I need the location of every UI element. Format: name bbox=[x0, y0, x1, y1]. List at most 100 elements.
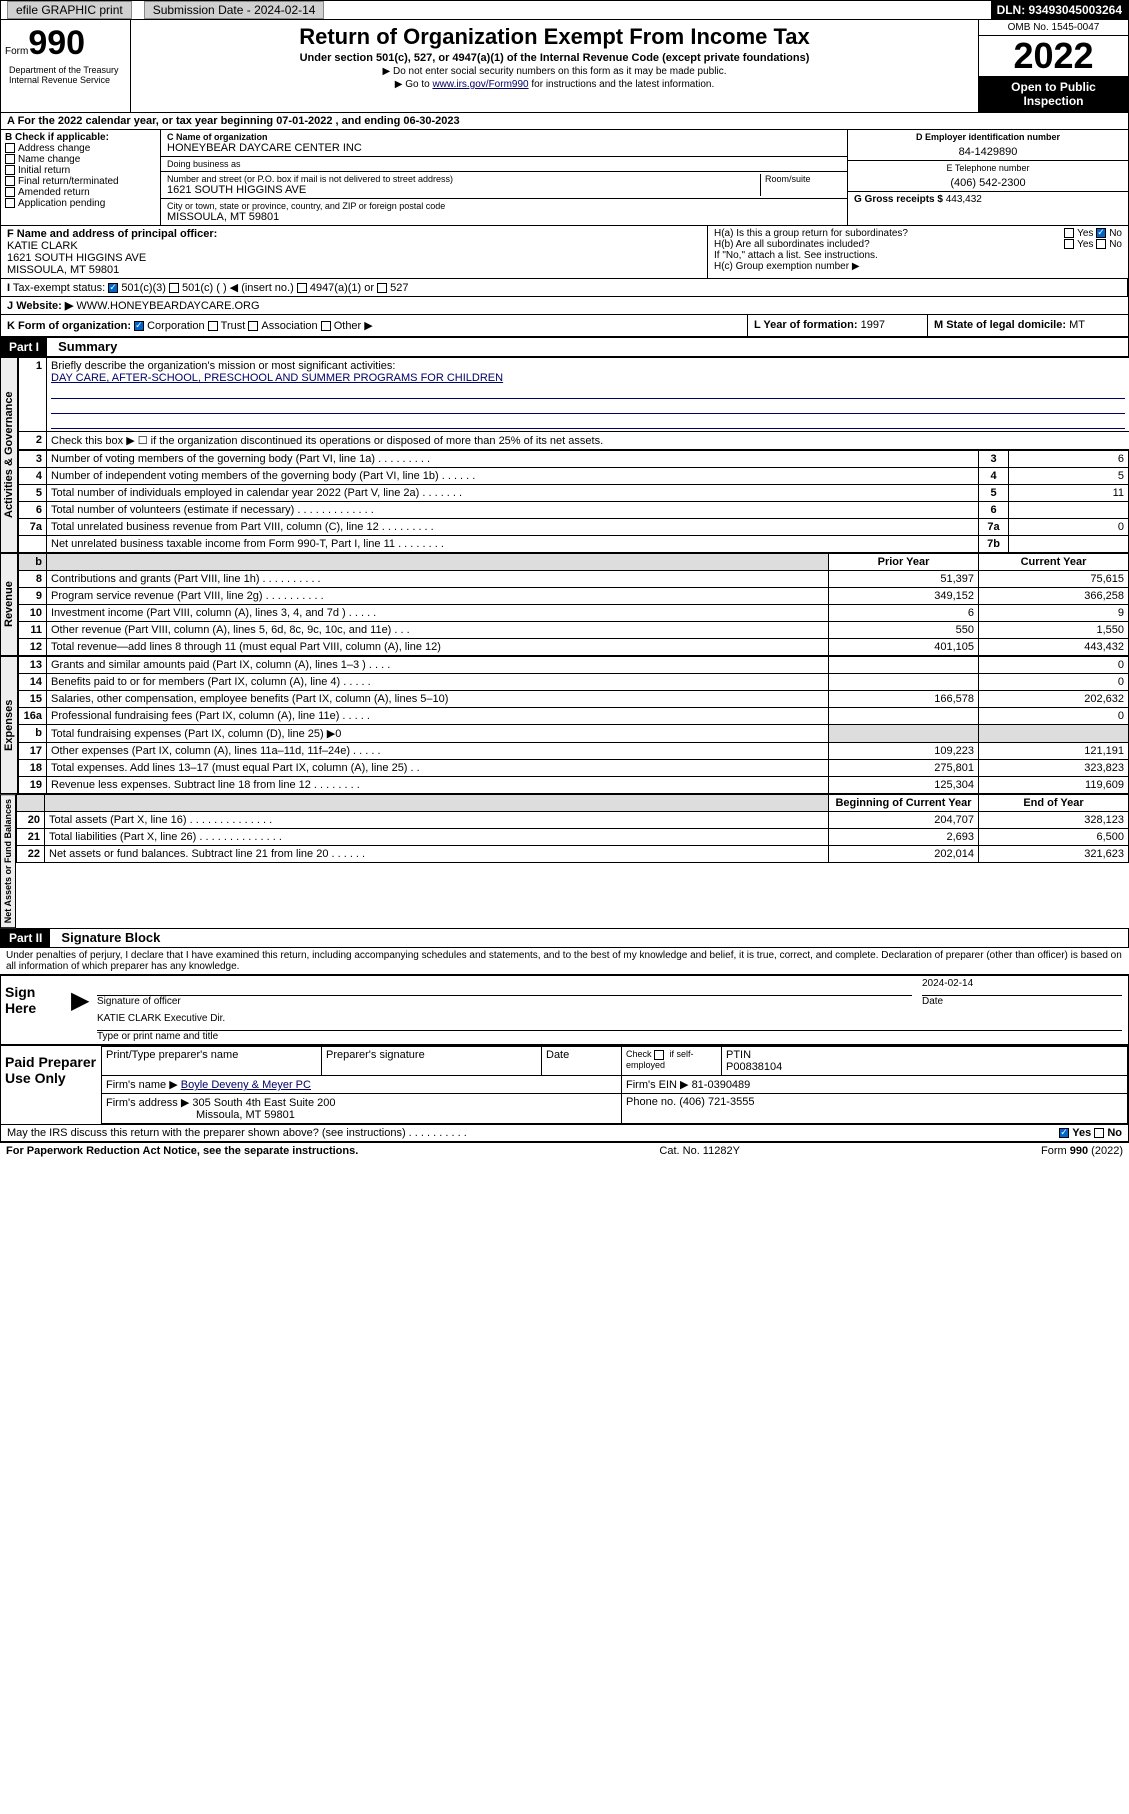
ha-yes[interactable] bbox=[1064, 228, 1074, 238]
check-trust[interactable] bbox=[208, 321, 218, 331]
note-goto-post: for instructions and the latest informat… bbox=[529, 79, 715, 90]
officer-addr1: 1621 SOUTH HIGGINS AVE bbox=[7, 252, 701, 264]
part-ii-title: Signature Block bbox=[53, 928, 168, 947]
part-ii-header: Part II bbox=[1, 929, 50, 947]
discuss-yes[interactable] bbox=[1059, 1128, 1069, 1138]
footer-center: Cat. No. 11282Y bbox=[659, 1145, 740, 1157]
city-label: City or town, state or province, country… bbox=[167, 201, 841, 211]
form-subtitle: Under section 501(c), 527, or 4947(a)(1)… bbox=[139, 52, 970, 64]
check-self-employed[interactable] bbox=[654, 1050, 664, 1060]
col-b-header: B Check if applicable: bbox=[5, 132, 156, 143]
addr-label: Number and street (or P.O. box if mail i… bbox=[167, 174, 756, 184]
section-bcd: B Check if applicable: Address change Na… bbox=[0, 130, 1129, 225]
prep-sig-header: Preparer's signature bbox=[322, 1047, 542, 1076]
footer-right: Form 990 (2022) bbox=[1041, 1145, 1123, 1157]
firm-addr-label: Firm's address ▶ bbox=[106, 1097, 189, 1109]
side-revenue: Revenue bbox=[0, 553, 18, 656]
officer-addr2: MISSOULA, MT 59801 bbox=[7, 264, 701, 276]
prior-year-header: Prior Year bbox=[829, 554, 979, 571]
q1-value: DAY CARE, AFTER-SCHOOL, PRESCHOOL AND SU… bbox=[51, 372, 503, 384]
year-formation-label: L Year of formation: bbox=[754, 319, 858, 331]
side-expenses: Expenses bbox=[0, 656, 18, 794]
expenses-table: 13Grants and similar amounts paid (Part … bbox=[18, 656, 1129, 794]
q1-label: Briefly describe the organization's miss… bbox=[51, 360, 395, 372]
current-year-header: Current Year bbox=[979, 554, 1129, 571]
check-assoc[interactable] bbox=[248, 321, 258, 331]
hb-no[interactable] bbox=[1096, 239, 1106, 249]
ein-value: 84-1429890 bbox=[854, 146, 1122, 158]
ein-label: D Employer identification number bbox=[854, 132, 1122, 142]
form-number: 990 bbox=[28, 24, 85, 62]
tel-label: E Telephone number bbox=[854, 163, 1122, 173]
officer-name: KATIE CLARK bbox=[7, 240, 701, 252]
ha-label: H(a) Is this a group return for subordin… bbox=[714, 228, 1064, 239]
footer-left: For Paperwork Reduction Act Notice, see … bbox=[6, 1145, 358, 1157]
submission-date: Submission Date - 2024-02-14 bbox=[144, 1, 325, 19]
prep-date-header: Date bbox=[542, 1047, 622, 1076]
preparer-block: Paid Preparer Use Only Print/Type prepar… bbox=[0, 1046, 1129, 1125]
ptin-value: P00838104 bbox=[726, 1061, 1123, 1073]
governance-table: 3Number of voting members of the governi… bbox=[18, 450, 1129, 553]
domicile-label: M State of legal domicile: bbox=[934, 319, 1066, 331]
website-value: WWW.HONEYBEARDAYCARE.ORG bbox=[76, 300, 259, 312]
hb-note: If "No," attach a list. See instructions… bbox=[714, 250, 1122, 261]
firm-name[interactable]: Boyle Deveny & Meyer PC bbox=[181, 1079, 311, 1091]
dba-label: Doing business as bbox=[167, 159, 841, 169]
check-name-change[interactable] bbox=[5, 154, 15, 164]
firm-ein: 81-0390489 bbox=[692, 1079, 751, 1091]
hb-label: H(b) Are all subordinates included? bbox=[714, 239, 1064, 250]
prep-name-header: Print/Type preparer's name bbox=[102, 1047, 322, 1076]
discuss-no[interactable] bbox=[1094, 1128, 1104, 1138]
check-amended[interactable] bbox=[5, 187, 15, 197]
discuss-question: May the IRS discuss this return with the… bbox=[7, 1127, 1059, 1139]
gross-label: G Gross receipts $ bbox=[854, 194, 943, 205]
check-final-return[interactable] bbox=[5, 176, 15, 186]
check-527[interactable] bbox=[377, 283, 387, 293]
org-name-label: C Name of organization bbox=[167, 132, 841, 142]
part-i-title: Summary bbox=[50, 337, 125, 356]
hb-yes[interactable] bbox=[1064, 239, 1074, 249]
note-ssn: ▶ Do not enter social security numbers o… bbox=[139, 66, 970, 77]
firm-addr2: Missoula, MT 59801 bbox=[196, 1109, 295, 1121]
check-corp[interactable] bbox=[134, 321, 144, 331]
city-value: MISSOULA, MT 59801 bbox=[167, 211, 841, 223]
net-assets-table: Beginning of Current YearEnd of Year 20T… bbox=[16, 794, 1129, 863]
firm-name-label: Firm's name ▶ bbox=[106, 1079, 178, 1091]
open-inspection: Open to Public Inspection bbox=[979, 76, 1128, 112]
check-501c[interactable] bbox=[169, 283, 179, 293]
sig-date: 2024-02-14 bbox=[922, 978, 1122, 996]
firm-phone: (406) 721-3555 bbox=[679, 1096, 754, 1108]
tax-year: 2022 bbox=[979, 36, 1128, 76]
check-initial-return[interactable] bbox=[5, 165, 15, 175]
form-header: Form990 Department of the Treasury Inter… bbox=[0, 20, 1129, 113]
officer-label: F Name and address of principal officer: bbox=[7, 228, 701, 240]
ptin-label: PTIN bbox=[726, 1049, 1123, 1061]
firm-phone-label: Phone no. bbox=[626, 1096, 676, 1108]
sign-arrow-icon: ▶ bbox=[71, 976, 91, 1044]
check-other[interactable] bbox=[321, 321, 331, 331]
tel-value: (406) 542-2300 bbox=[854, 177, 1122, 189]
hc-label: H(c) Group exemption number ▶ bbox=[714, 261, 1122, 272]
check-501c3[interactable] bbox=[108, 283, 118, 293]
side-governance: Activities & Governance bbox=[0, 357, 18, 553]
top-bar: efile GRAPHIC print Submission Date - 20… bbox=[0, 0, 1129, 20]
year-formation-value: 1997 bbox=[861, 319, 885, 331]
ha-no[interactable] bbox=[1096, 228, 1106, 238]
check-app-pending[interactable] bbox=[5, 198, 15, 208]
form-org-label: K Form of organization: bbox=[7, 320, 131, 332]
room-label: Room/suite bbox=[765, 174, 841, 184]
check-4947[interactable] bbox=[297, 283, 307, 293]
tax-exempt-label: Tax-exempt status: bbox=[13, 282, 105, 294]
q2-text: Check this box ▶ ☐ if the organization d… bbox=[47, 432, 1129, 450]
org-name: HONEYBEAR DAYCARE CENTER INC bbox=[167, 142, 841, 154]
dept-treasury: Department of the Treasury Internal Reve… bbox=[5, 63, 126, 87]
form-prefix: Form bbox=[5, 46, 28, 57]
irs-link[interactable]: www.irs.gov/Form990 bbox=[432, 79, 528, 90]
firm-addr1: 305 South 4th East Suite 200 bbox=[192, 1097, 335, 1109]
preparer-label: Paid Preparer Use Only bbox=[1, 1046, 101, 1124]
sig-name-label: Type or print name and title bbox=[97, 1031, 1122, 1042]
efile-button[interactable]: efile GRAPHIC print bbox=[7, 1, 132, 19]
check-address-change[interactable] bbox=[5, 143, 15, 153]
side-net-assets: Net Assets or Fund Balances bbox=[0, 794, 16, 928]
domicile-value: MT bbox=[1069, 319, 1085, 331]
